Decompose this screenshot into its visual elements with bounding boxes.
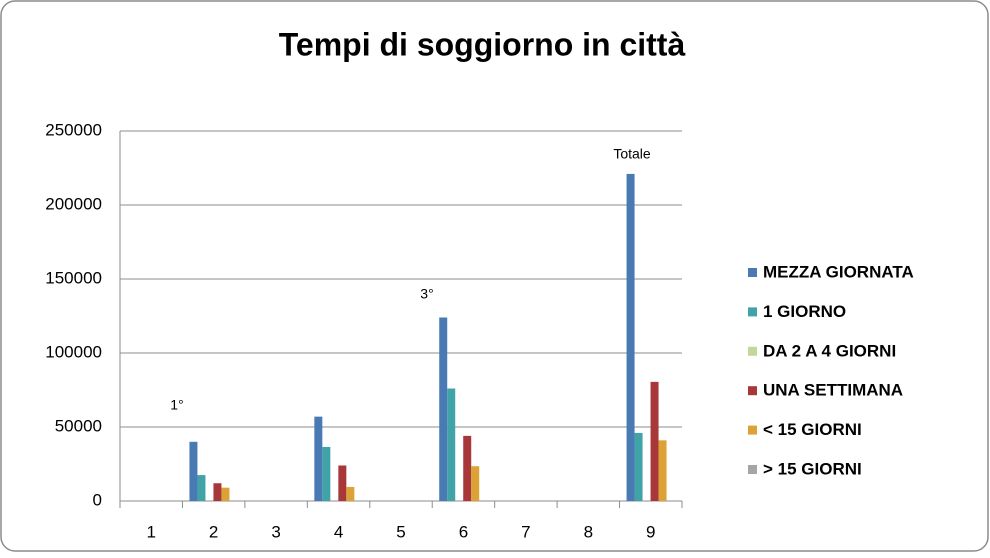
bar [447, 388, 456, 501]
bar [463, 435, 472, 501]
bar [221, 487, 230, 501]
annotation: Totale [613, 146, 651, 162]
x-tick-label: 9 [646, 522, 655, 541]
bar [346, 486, 355, 501]
x-tick-label: 1 [146, 522, 155, 541]
x-tick-label: 3 [271, 522, 280, 541]
bar [634, 432, 643, 501]
x-tick-label: 5 [396, 522, 405, 541]
bar [658, 440, 667, 501]
bar [471, 466, 480, 501]
x-tick-label: 2 [209, 522, 218, 541]
bar [213, 483, 222, 501]
legend-label: > 15 GIORNI [763, 459, 862, 478]
annotation: 3° [420, 286, 433, 302]
bar [650, 381, 659, 501]
legend-swatch [748, 268, 757, 277]
x-tick-label: 6 [459, 522, 468, 541]
legend-swatch [748, 386, 757, 396]
legend-label: DA 2 A 4 GIORNI [763, 341, 896, 360]
legend-label: MEZZA GIORNATA [763, 262, 914, 281]
y-tick-label: 50000 [55, 416, 102, 435]
chart-title: Tempi di soggiorno in città [279, 26, 686, 62]
y-tick-label: 150000 [45, 268, 102, 287]
bar [338, 465, 347, 501]
legend-swatch [748, 465, 757, 474]
bar [626, 173, 635, 502]
legend-label: < 15 GIORNI [763, 420, 862, 439]
bar [314, 416, 323, 501]
legend-label: 1 GIORNO [763, 302, 846, 321]
y-tick-label: 100000 [45, 342, 102, 361]
legend-label: UNA SETTIMANA [763, 381, 903, 400]
legend-swatch [748, 425, 757, 435]
annotation: 1° [170, 397, 183, 413]
x-tick-label: 7 [521, 522, 530, 541]
x-tick-label: 4 [334, 522, 343, 541]
bar [439, 317, 448, 501]
y-tick-label: 0 [93, 490, 102, 509]
legend-swatch [748, 346, 757, 356]
y-tick-label: 200000 [45, 194, 102, 213]
bar [189, 441, 198, 501]
y-tick-label: 250000 [45, 120, 102, 139]
bar [322, 446, 331, 501]
bar [197, 475, 206, 501]
legend-swatch [748, 307, 757, 317]
x-tick-label: 8 [584, 522, 593, 541]
